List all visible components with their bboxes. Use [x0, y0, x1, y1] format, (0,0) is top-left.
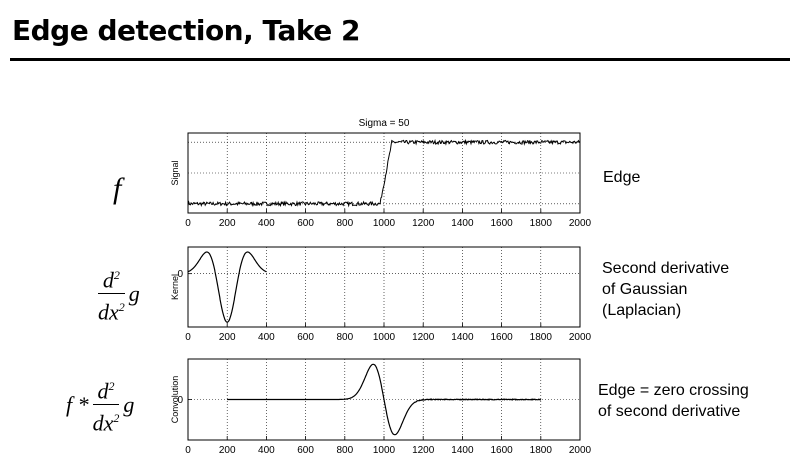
- denominator-dx: dx: [92, 410, 114, 436]
- equation-g: g: [128, 280, 140, 306]
- y-axis-label: Signal: [170, 160, 180, 185]
- plot-3: 0 200 400 600 800 1000 1200 1400 1600 1800 20000Co…: [170, 358, 592, 456]
- equation-f-star: f *: [66, 391, 89, 417]
- series-line: [187, 138, 581, 208]
- x-tick-label: 0: [185, 218, 191, 229]
- equation-f: f: [113, 172, 121, 206]
- x-tick-label: 1200: [412, 445, 435, 456]
- x-tick-label: 200: [219, 332, 236, 343]
- x-tick-label: 400: [258, 445, 275, 456]
- x-tick-label: 1000: [373, 332, 396, 343]
- x-tick-label: 1800: [530, 332, 553, 343]
- second-derivative-label: Second derivative of Gaussian (Laplacian…: [602, 258, 729, 321]
- fraction: d2 dx2: [92, 373, 120, 437]
- title-divider: [10, 58, 790, 61]
- x-tick-label: 200: [219, 218, 236, 229]
- x-tick-label: 400: [258, 332, 275, 343]
- desc-line: Edge = zero crossing: [598, 382, 749, 399]
- x-tick-label: 1200: [412, 218, 435, 229]
- x-tick-label: 1000: [373, 445, 396, 456]
- denominator-exponent: 2: [118, 300, 125, 315]
- plot-1: 0 200 400 600 800 1000 1200 1400 1600 1800 2000 Sig…: [170, 132, 592, 229]
- edge-label: Edge: [603, 167, 640, 188]
- series-line: [187, 251, 267, 323]
- x-tick-label: 1800: [530, 445, 553, 456]
- desc-line: Second derivative: [602, 260, 730, 277]
- x-tick-label: 0: [185, 332, 191, 343]
- numerator-exponent: 2: [108, 379, 115, 393]
- x-tick-label: 1600: [490, 332, 513, 343]
- x-tick-label: 2000: [569, 218, 592, 229]
- desc-line: (Laplacian): [602, 302, 682, 319]
- equation-second-derivative: d2 dx2 g: [98, 262, 140, 326]
- fraction: d2 dx2: [98, 262, 125, 326]
- x-tick-label: 800: [336, 445, 353, 456]
- figure-title: Sigma = 50: [359, 118, 410, 129]
- x-tick-label: 600: [297, 218, 314, 229]
- y-tick-label: 0: [177, 395, 183, 406]
- desc-line: of second derivative: [598, 403, 741, 420]
- x-tick-label: 800: [336, 218, 353, 229]
- denominator-dx: dx: [98, 299, 119, 325]
- x-tick-label: 1200: [412, 332, 435, 343]
- numerator-exponent: 2: [113, 268, 120, 282]
- zero-crossing-label: Edge = zero crossing of second derivativ…: [598, 380, 749, 422]
- x-tick-label: 600: [297, 445, 314, 456]
- x-tick-label: 1600: [490, 445, 513, 456]
- x-tick-label: 1600: [490, 218, 513, 229]
- edge-label-text: Edge: [603, 169, 641, 186]
- numerator-d: d: [97, 378, 109, 404]
- y-tick-label: 0: [177, 269, 183, 280]
- x-tick-label: 1800: [530, 218, 553, 229]
- plot-2: 0 200 400 600 800 1000 1200 1400 1600 1800 20000Ke…: [170, 246, 592, 343]
- x-tick-label: 800: [336, 332, 353, 343]
- equation-f-symbol: f: [113, 172, 122, 205]
- denominator-exponent: 2: [113, 411, 120, 426]
- x-tick-label: 600: [297, 332, 314, 343]
- x-tick-label: 400: [258, 218, 275, 229]
- desc-line: of Gaussian: [602, 281, 688, 298]
- x-tick-label: 1400: [451, 218, 474, 229]
- x-tick-label: 1400: [451, 332, 474, 343]
- plots: 0 200 400 600 800 1000 1200 1400 1600 1800 2000Sig…: [170, 132, 592, 456]
- y-axis-label: Convolution: [170, 376, 180, 424]
- x-tick-label: 1400: [451, 445, 474, 456]
- x-tick-label: 1000: [373, 218, 396, 229]
- numerator-d: d: [102, 267, 114, 293]
- x-tick-label: 0: [185, 445, 191, 456]
- equation-g: g: [123, 391, 135, 417]
- equation-convolution: f * d2 dx2 g: [66, 373, 134, 437]
- x-tick-label: 200: [219, 445, 236, 456]
- x-tick-label: 2000: [569, 332, 592, 343]
- slide-title: Edge detection, Take 2: [12, 14, 360, 47]
- x-tick-label: 2000: [569, 445, 592, 456]
- series-line: [227, 363, 542, 436]
- y-axis-label: Kernel: [170, 274, 180, 300]
